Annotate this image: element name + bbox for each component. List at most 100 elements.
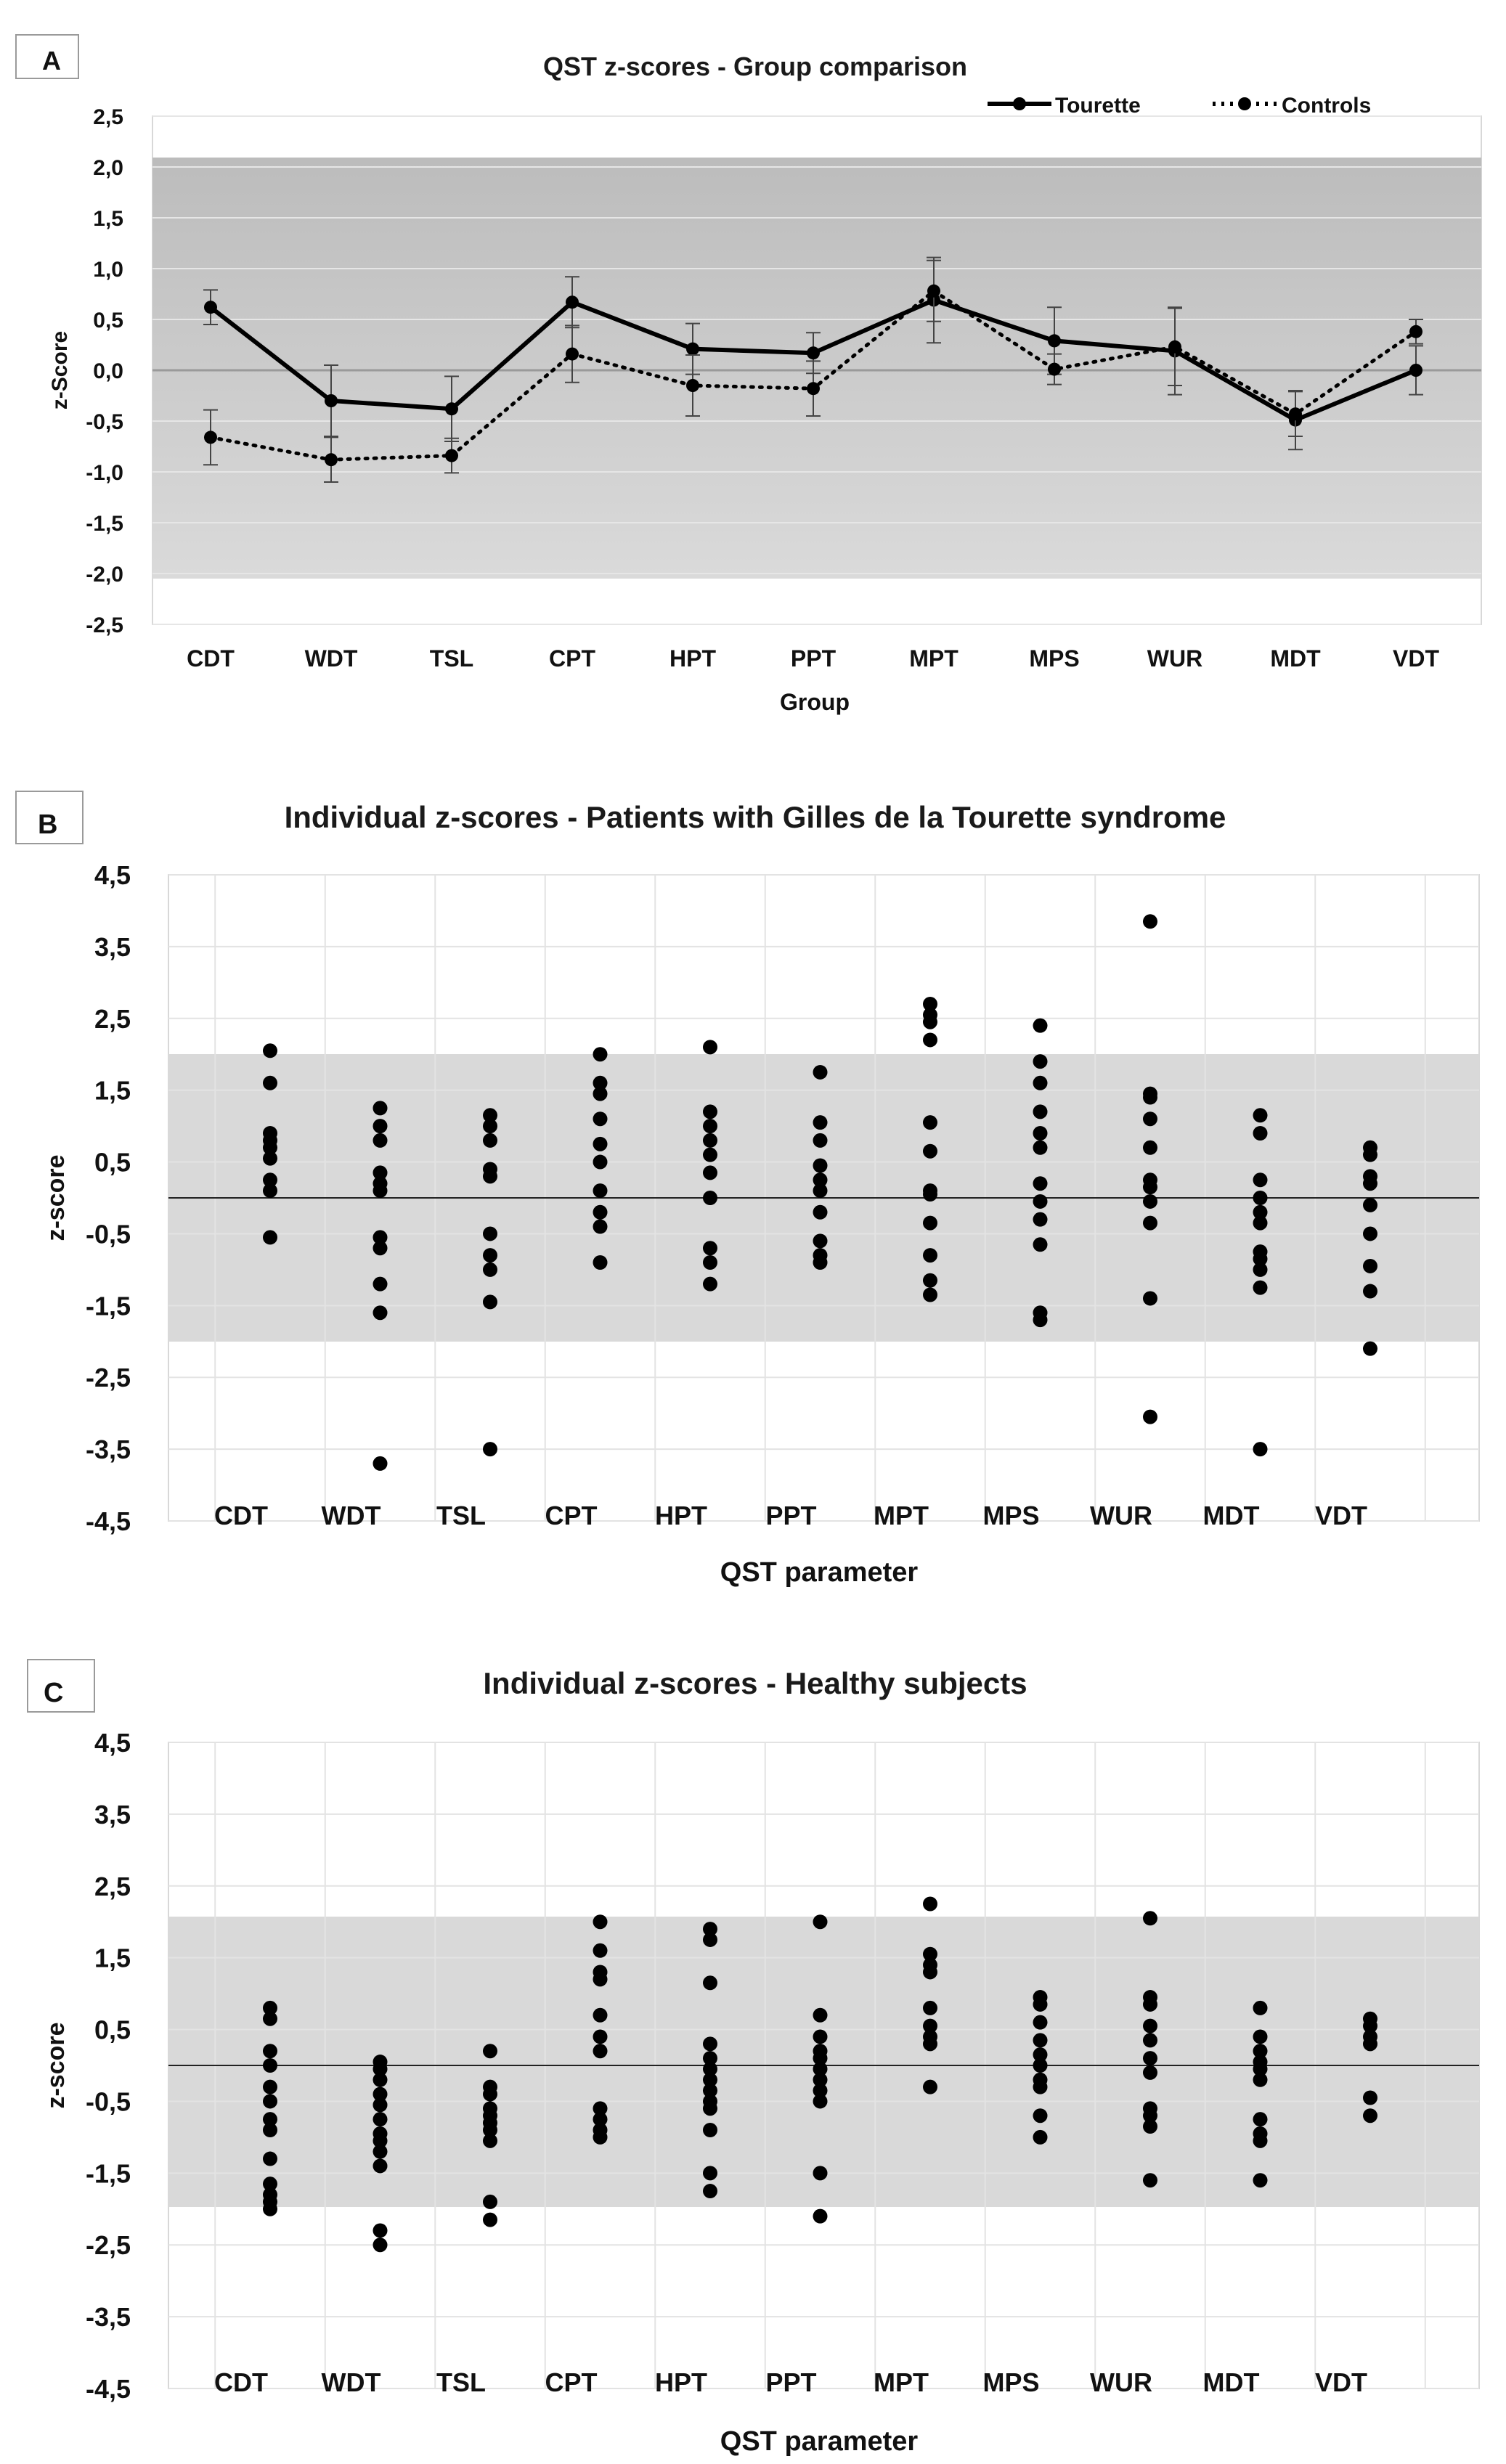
panel-b-y-tick-label: -0,5: [86, 1219, 131, 1249]
controls-point: [445, 449, 458, 462]
legend-controls-label: Controls: [1282, 94, 1371, 118]
panel-c-point: [923, 2018, 937, 2033]
panel-c-point: [703, 2166, 717, 2181]
panel-c-point: [263, 2058, 277, 2073]
panel-b-point: [483, 1294, 497, 1310]
panel-b-point: [703, 1191, 717, 1205]
panel-c-point: [373, 2097, 388, 2113]
tourette-point: [807, 346, 820, 360]
panel-b-point: [483, 1262, 497, 1277]
panel-b-point: [1363, 1197, 1377, 1212]
panel-c-point: [1363, 2018, 1377, 2033]
panel-b-point: [593, 1075, 608, 1090]
panel-a-y-tick-label: -0,5: [86, 410, 123, 434]
panel-b-point: [373, 1276, 388, 1292]
panel-a-x-tick-label: TSL: [430, 645, 473, 672]
panel-c-point: [1033, 2015, 1048, 2030]
panel-b-point: [1033, 1018, 1048, 1033]
panel-c-point: [703, 1922, 717, 1937]
panel-b-point: [1143, 1291, 1157, 1306]
panel-a-label: A: [42, 46, 61, 76]
panel-b-x-tick-label: PPT: [765, 1501, 816, 1530]
panel-b-point: [483, 1226, 497, 1241]
panel-b-point: [703, 1276, 717, 1292]
panel-c-point: [1253, 2173, 1268, 2188]
controls-point: [325, 453, 338, 467]
panel-a-x-tick-label: HPT: [669, 645, 716, 672]
panel-c-point: [1143, 2033, 1157, 2048]
panel-c-x-tick-label: TSL: [436, 2367, 486, 2397]
panel-c-point: [1253, 2044, 1268, 2059]
panel-b-point: [703, 1255, 717, 1270]
panel-b-point: [373, 1241, 388, 1256]
panel-c-point: [263, 2201, 277, 2216]
controls-point: [1289, 407, 1302, 421]
controls-point: [1168, 340, 1181, 354]
panel-b-point: [813, 1064, 828, 1080]
panel-c-point: [373, 2072, 388, 2087]
panel-c-ylabel: z-score: [42, 2022, 70, 2108]
panel-b-point: [1033, 1176, 1048, 1191]
panel-b-point: [593, 1111, 608, 1127]
panel-c-point: [1363, 2108, 1377, 2124]
panel-c-x-tick-label: HPT: [655, 2367, 707, 2397]
panel-c-point: [1253, 2133, 1268, 2148]
panel-b-point: [923, 1032, 937, 1048]
panel-c-point: [703, 2123, 717, 2137]
panel-a-y-tick-label: 1,0: [93, 258, 123, 282]
panel-b-point: [593, 1255, 608, 1270]
panel-b-x-tick-label: WDT: [322, 1501, 381, 1530]
panel-c-point: [1253, 2112, 1268, 2127]
panel-b-point: [1033, 1140, 1048, 1155]
panel-a-gridlines: [152, 115, 1481, 625]
panel-b-y-tick-label: -1,5: [86, 1291, 131, 1321]
panel-c-point: [483, 2212, 497, 2227]
panel-b-point: [263, 1151, 277, 1166]
panel-b-point: [1143, 1409, 1157, 1424]
panel-b-point: [703, 1133, 717, 1148]
panel-b-point: [1253, 1442, 1268, 1457]
panel-c-point: [1143, 2018, 1157, 2033]
panel-a-title: QST z-scores - Group comparison: [543, 52, 967, 81]
panel-c-point: [1363, 2090, 1377, 2105]
panel-c-point: [483, 2086, 497, 2102]
panel-c-point: [1143, 2051, 1157, 2066]
panel-b-point: [923, 1014, 937, 1029]
panel-b: B Individual z-scores - Patients with Gi…: [15, 791, 1480, 1588]
panel-b-point: [483, 1248, 497, 1263]
panel-b-point: [1143, 1140, 1157, 1155]
panel-c-x-tick-label: WUR: [1090, 2367, 1152, 2397]
panel-b-point: [703, 1147, 717, 1162]
panel-a-y-ticks: 2,5 2,0 1,5 1,0 0,5 0,0 -0,5 -1,0 -1,5 -2,0 -2,5: [86, 105, 123, 637]
panel-c-x-tick-label: MPT: [874, 2367, 929, 2397]
panel-c-point: [813, 1914, 828, 1930]
panel-c-xlabel: QST parameter: [720, 2426, 919, 2457]
panel-c-point: [263, 2112, 277, 2127]
panel-b-x-tick-label: MPS: [982, 1501, 1039, 1530]
panel-c-point: [1033, 2058, 1048, 2073]
panel-c-point: [373, 2237, 388, 2253]
panel-a-x-ticks: CDT WDT TSL CPT HPT PPT MPT MPS WUR MDT VDT: [187, 645, 1439, 672]
panel-c-x-tick-label: PPT: [765, 2367, 816, 2397]
panel-b-point: [263, 1140, 277, 1155]
panel-b-point: [373, 1101, 388, 1116]
panel-c-point: [923, 1946, 937, 1962]
panel-a-x-tick-label: MPT: [909, 645, 958, 672]
panel-b-point: [813, 1204, 828, 1220]
panel-c-point: [593, 1943, 608, 1958]
panel-c-y-tick-label: 0,5: [94, 2015, 131, 2045]
panel-b-point: [1363, 1341, 1377, 1356]
panel-b-point: [703, 1104, 717, 1119]
panel-c-point: [1253, 2072, 1268, 2087]
panel-b-point: [1363, 1284, 1377, 1299]
legend-tourette-label: Tourette: [1055, 94, 1141, 118]
panel-c-point: [263, 2151, 277, 2166]
panel-c-point: [1143, 1911, 1157, 1926]
panel-a-y-tick-label: -2,0: [86, 563, 123, 587]
panel-b-point: [1253, 1280, 1268, 1295]
panel-b-point: [593, 1219, 608, 1234]
panel-c-point: [483, 2133, 497, 2148]
panel-c-x-tick-label: WDT: [322, 2367, 381, 2397]
controls-point: [204, 431, 217, 444]
